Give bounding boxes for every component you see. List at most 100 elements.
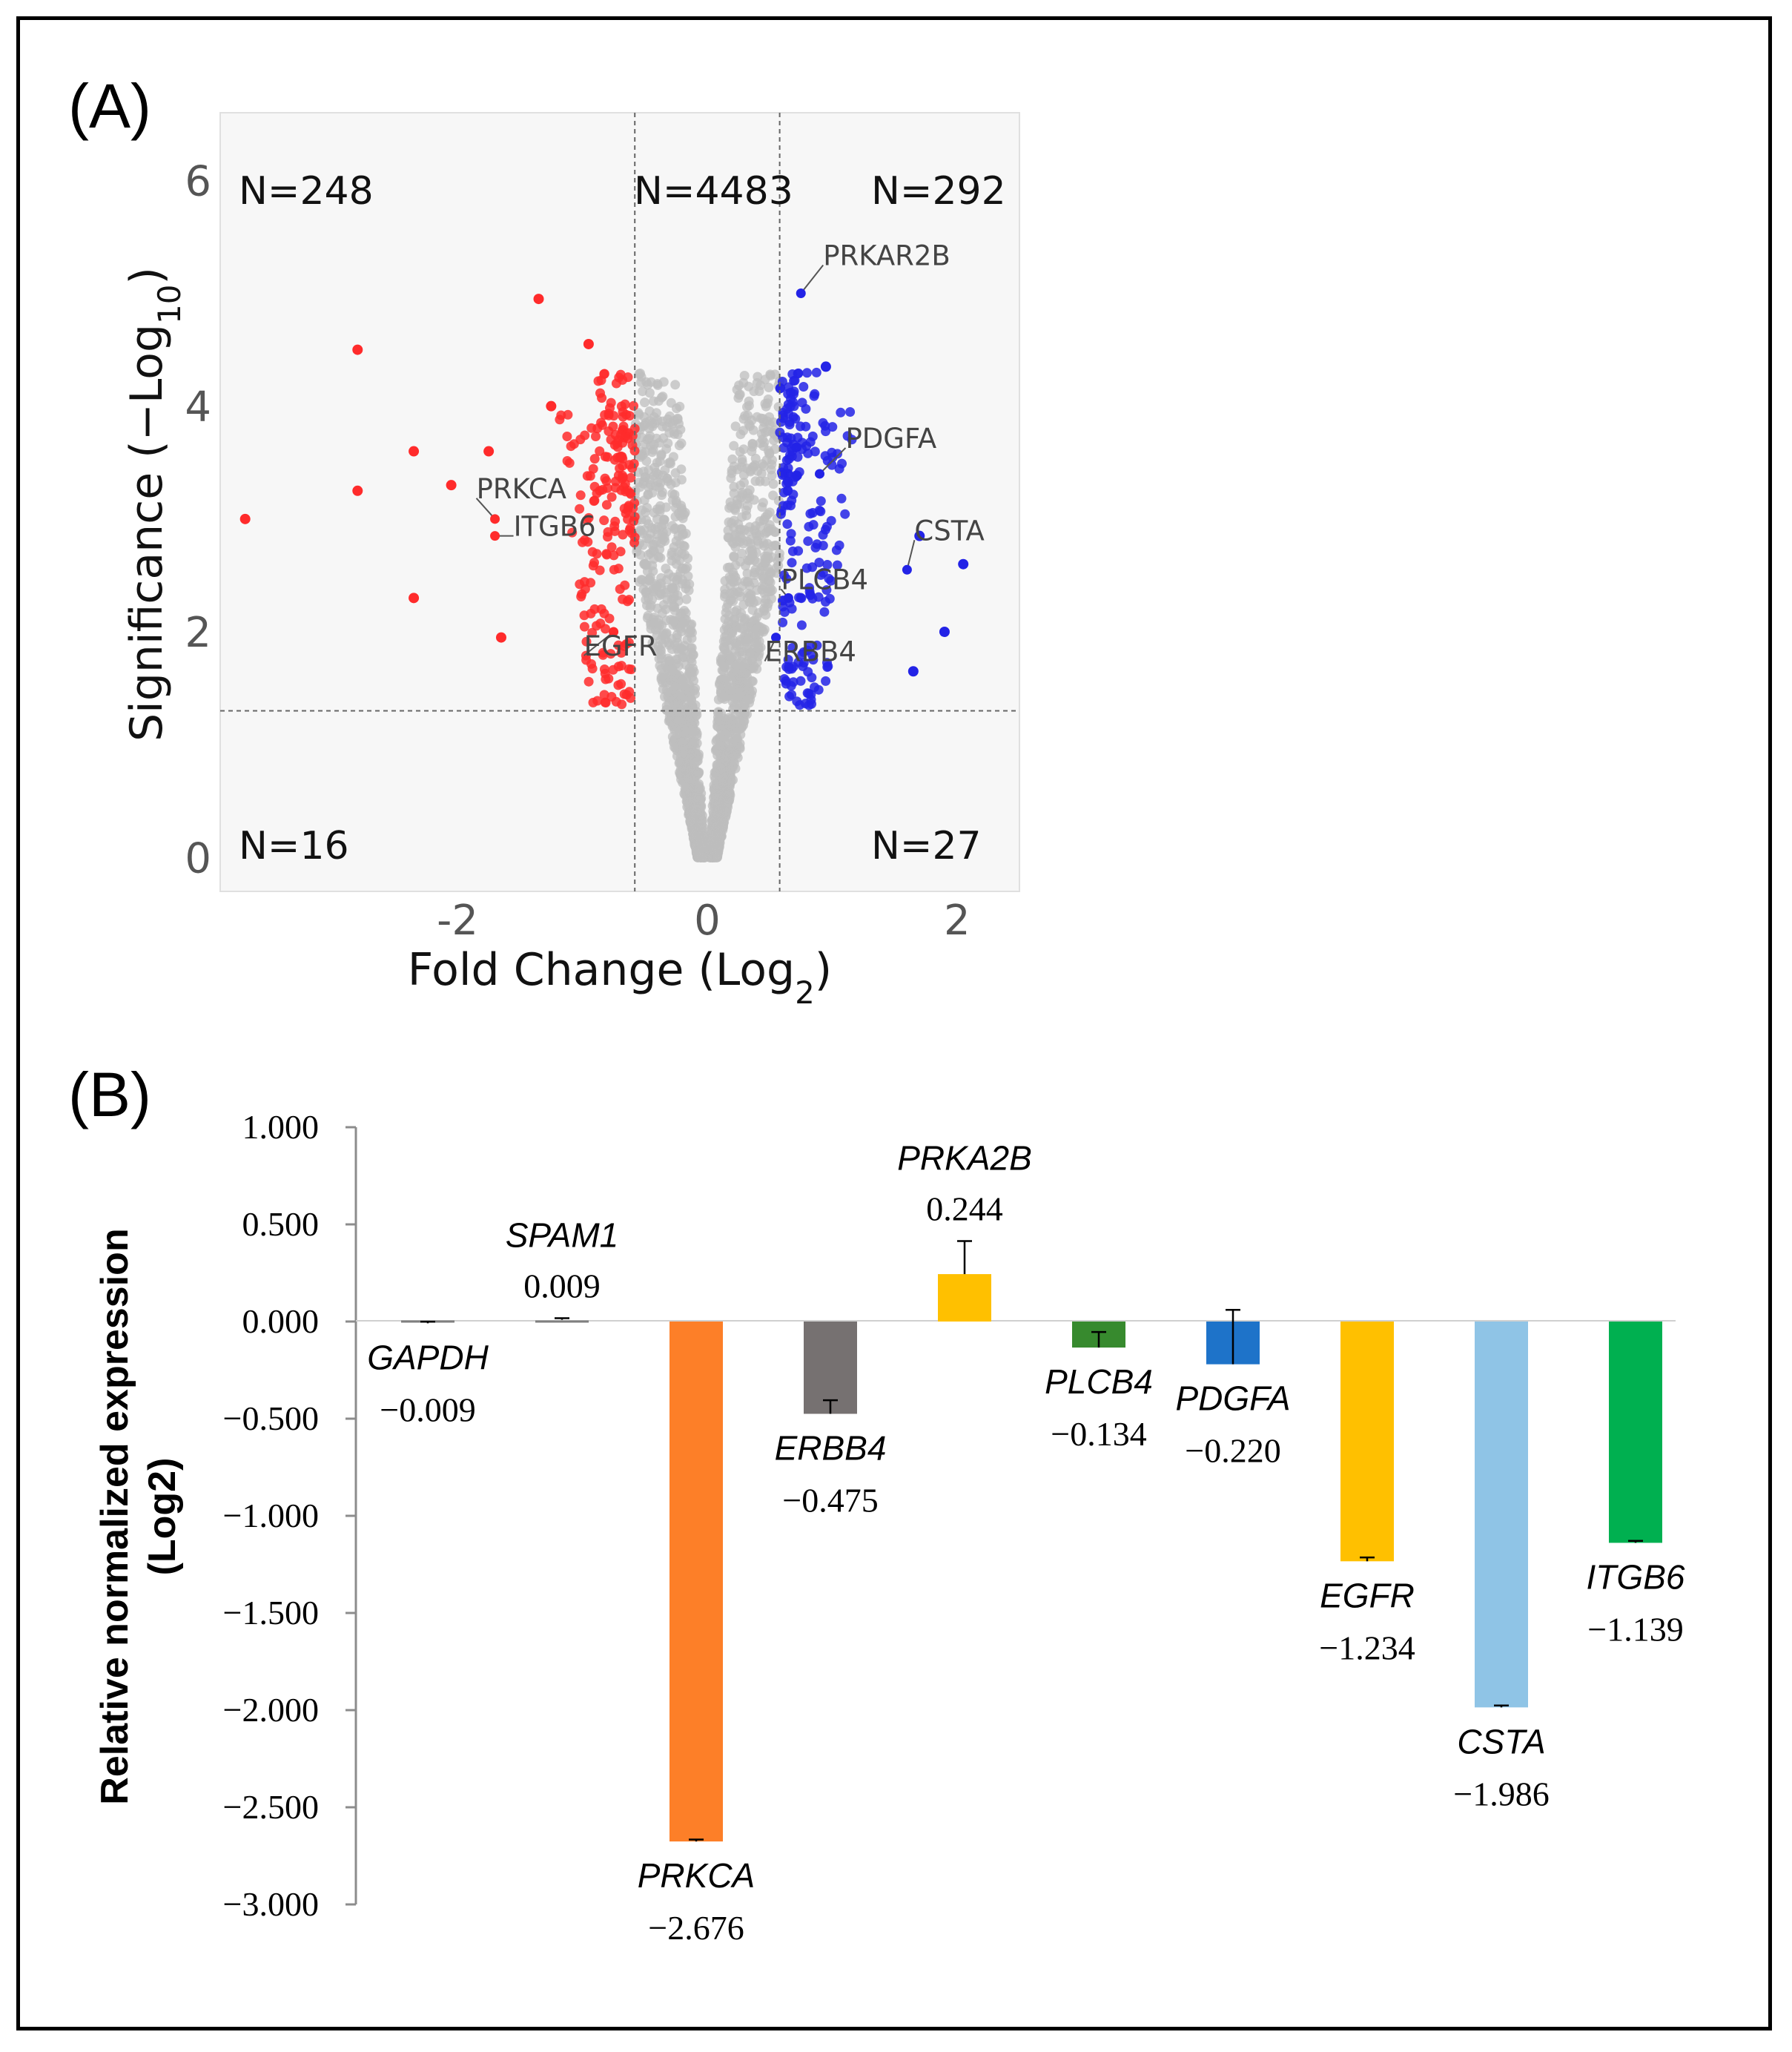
down-point xyxy=(601,550,612,560)
outlier-point xyxy=(409,593,420,604)
ns-point xyxy=(725,574,735,584)
outlier-point xyxy=(958,558,969,570)
gene-leader-line xyxy=(583,631,615,656)
outlier-point xyxy=(352,485,363,496)
down-point xyxy=(608,421,618,432)
up-point xyxy=(790,375,800,386)
gene-label: ITGB6 xyxy=(514,511,596,543)
ns-point xyxy=(768,479,778,489)
up-point xyxy=(822,455,833,466)
ns-point xyxy=(758,498,768,508)
down-point xyxy=(602,452,612,462)
down-point xyxy=(600,668,610,679)
up-point xyxy=(778,501,788,511)
up-point xyxy=(816,507,826,517)
ns-point xyxy=(669,601,679,611)
y-tick-label: −0.500 xyxy=(223,1399,319,1437)
ns-point xyxy=(652,522,663,532)
down-point xyxy=(587,627,598,638)
up-point xyxy=(785,450,795,461)
non-significant-points xyxy=(629,369,784,862)
ns-point xyxy=(730,421,741,432)
ns-point xyxy=(676,501,687,511)
ns-point xyxy=(767,470,777,481)
ns-point xyxy=(747,438,758,449)
up-point xyxy=(801,563,812,573)
up-point xyxy=(810,542,821,552)
region-counts: N=248 N=4483 N=292 N=16 N=27 xyxy=(239,169,1006,868)
down-point xyxy=(583,512,594,523)
ns-point xyxy=(735,389,745,400)
ns-point xyxy=(762,602,773,613)
bar-gene-label: ITGB6 xyxy=(1587,1557,1685,1596)
up-point xyxy=(808,520,819,530)
ns-point xyxy=(730,667,741,677)
y-tick-label: 6 xyxy=(185,157,211,205)
down-point xyxy=(604,613,615,624)
down-point xyxy=(575,504,585,514)
ns-point xyxy=(738,444,749,455)
ns-point xyxy=(685,692,695,702)
ns-point xyxy=(718,636,729,647)
up-point xyxy=(826,575,836,586)
ns-point xyxy=(642,503,652,513)
up-point xyxy=(793,432,803,443)
ns-point xyxy=(649,396,658,406)
ns-point xyxy=(747,446,757,457)
ns-point xyxy=(675,401,685,412)
ns-point xyxy=(724,610,734,621)
ns-point xyxy=(733,499,743,509)
up-point xyxy=(787,643,798,653)
ns-point xyxy=(744,683,754,693)
region-count-up-center: N=4483 xyxy=(634,169,793,214)
down-point xyxy=(599,690,609,700)
ns-point xyxy=(737,548,747,558)
down-point xyxy=(598,647,608,658)
x-axis-ticks: -2 0 2 xyxy=(437,897,970,945)
ns-point xyxy=(746,535,756,545)
ns-point xyxy=(647,638,658,648)
up-point xyxy=(818,541,828,551)
ns-point xyxy=(771,563,781,573)
down-point xyxy=(626,472,636,483)
ns-point xyxy=(649,613,659,623)
ns-point xyxy=(681,673,692,684)
ns-point xyxy=(657,490,667,501)
ns-point xyxy=(737,512,747,522)
down-point xyxy=(616,647,626,658)
up-point xyxy=(787,690,797,700)
up-point xyxy=(794,593,804,603)
up-point xyxy=(789,386,799,397)
bar-egfr xyxy=(1340,1322,1394,1562)
ns-point xyxy=(652,644,663,655)
ns-point xyxy=(727,759,737,769)
up-point xyxy=(799,382,809,392)
outlier-point xyxy=(820,361,831,372)
ns-point xyxy=(721,796,731,807)
ns-point xyxy=(713,845,724,855)
ns-point xyxy=(664,638,673,647)
up-point xyxy=(788,489,799,500)
ns-point xyxy=(758,414,768,424)
down-point xyxy=(595,388,605,398)
ns-point xyxy=(741,630,751,640)
ns-point xyxy=(638,450,648,461)
ns-point xyxy=(712,814,723,825)
x-axis-label: Fold Change (Log2) xyxy=(408,944,832,1011)
bar-value-label: −1.986 xyxy=(1453,1775,1549,1812)
ns-point xyxy=(664,569,674,579)
y-tick-label: 0 xyxy=(185,834,211,883)
bar-gene-label: GAPDH xyxy=(367,1338,489,1376)
up-point xyxy=(811,367,821,377)
ns-point xyxy=(751,624,761,634)
down-point xyxy=(623,372,633,383)
up-point xyxy=(781,574,792,584)
ns-point xyxy=(744,661,755,671)
outlier-point xyxy=(352,344,363,355)
ns-point xyxy=(727,454,738,464)
down-point xyxy=(598,484,608,495)
y-tick-label: −1.000 xyxy=(223,1497,319,1534)
bar-value-label: 0.244 xyxy=(926,1190,1003,1228)
up-point xyxy=(807,673,817,683)
ns-point xyxy=(767,459,777,469)
